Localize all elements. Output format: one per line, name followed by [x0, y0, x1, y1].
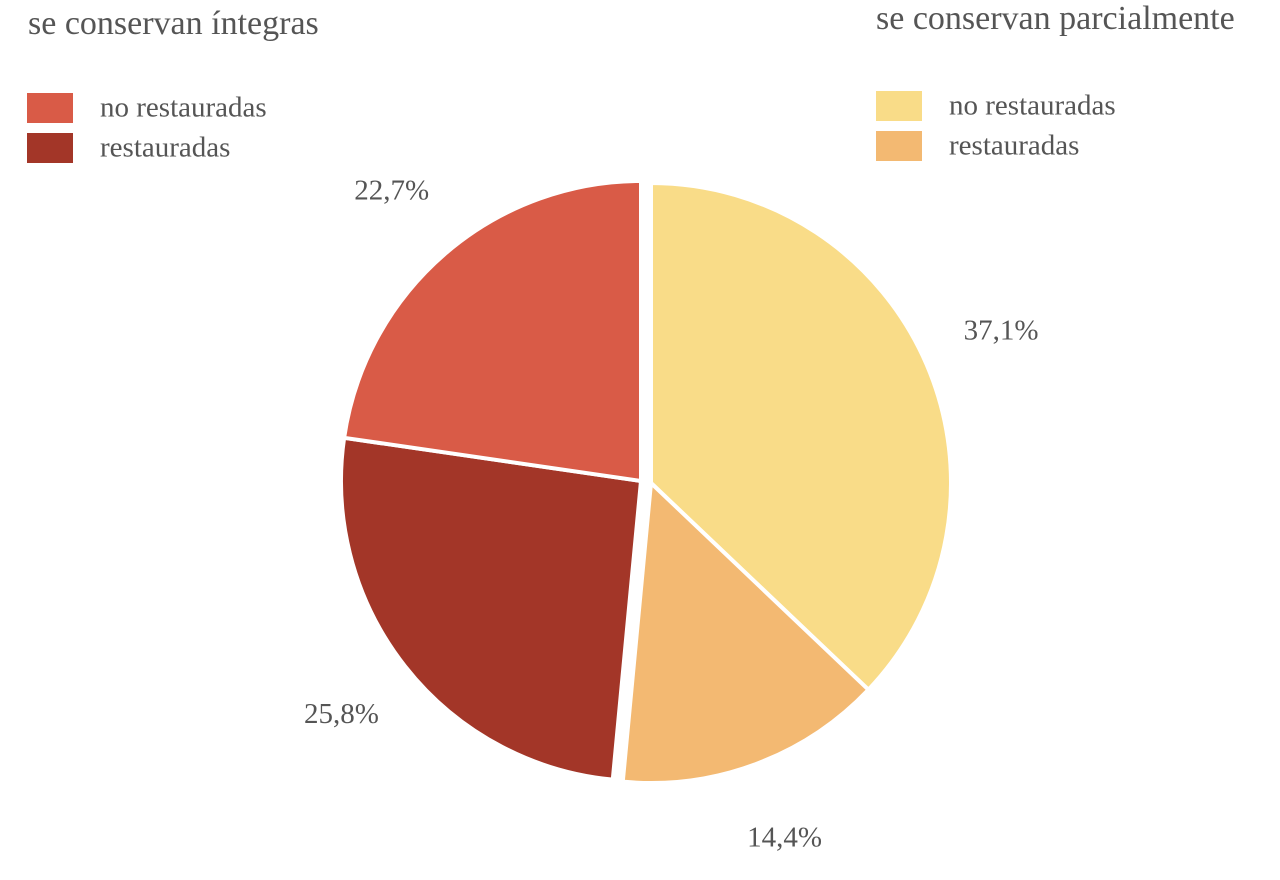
- legend-label: restauradas: [949, 130, 1079, 162]
- legend-title: se conservan parcialmente: [876, 0, 1235, 37]
- legend-title: se conservan íntegras: [28, 5, 319, 42]
- value-label: 14,4%: [747, 821, 822, 853]
- pie-slice: [620, 478, 872, 785]
- legend-label: restauradas: [100, 132, 230, 164]
- value-label: 22,7%: [354, 175, 429, 207]
- value-label: 37,1%: [964, 314, 1039, 346]
- pie-slice: [341, 178, 643, 484]
- legend-label: no restauradas: [949, 90, 1116, 122]
- legend-label: no restauradas: [100, 92, 267, 124]
- legend-swatch: [876, 131, 922, 161]
- legend-swatch: [27, 93, 73, 123]
- pie-slice: [339, 435, 644, 782]
- pie-slice: [649, 180, 953, 693]
- legend-swatch: [876, 91, 922, 121]
- legend-swatch: [27, 133, 73, 163]
- value-label: 25,8%: [304, 698, 379, 730]
